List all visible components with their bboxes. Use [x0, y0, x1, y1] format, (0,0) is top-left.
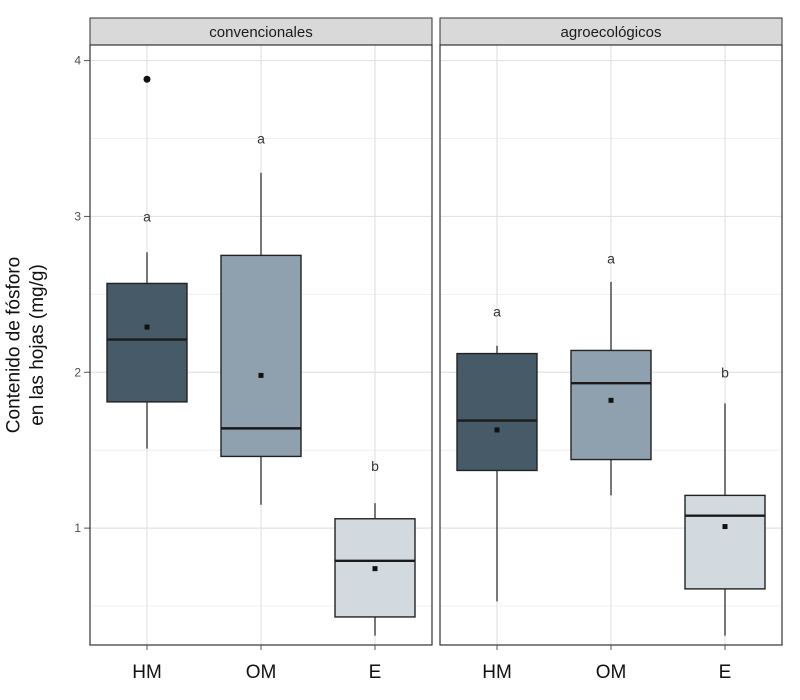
box-e: b [684, 364, 766, 636]
significance-letter: a [257, 131, 265, 147]
facet-strip-label: agroecológicos [561, 24, 662, 41]
box-mean-point [608, 397, 614, 403]
y-axis-label: Contenido de fósforo en las hojas (mg/g) [3, 257, 48, 433]
box-hm: a [456, 303, 538, 602]
facet-strip [89, 17, 433, 46]
box-mean-point [144, 324, 150, 330]
box-mean-point [494, 427, 500, 433]
box-e: b [334, 458, 416, 636]
y-axis-label-line: en las hojas (mg/g) [27, 264, 48, 426]
box-om: a [220, 131, 302, 505]
box-iqr [220, 254, 302, 458]
significance-letter: b [371, 458, 379, 474]
y-tick-label: 1 [74, 521, 81, 535]
y-tick-label: 2 [74, 365, 81, 379]
significance-letter: b [721, 364, 729, 380]
y-axis-label-line: Contenido de fósforo [3, 257, 24, 433]
box-om: a [570, 251, 652, 496]
x-tick-label: HM [482, 662, 512, 683]
box-iqr [570, 349, 652, 461]
x-tick-label: E [719, 662, 732, 683]
box-mean-point [722, 524, 728, 530]
box-mean-point [258, 372, 264, 378]
facet-strip [439, 17, 783, 46]
box-mean-point [372, 566, 378, 572]
significance-letter: a [607, 251, 615, 267]
x-tick-label: E [369, 662, 382, 683]
box-iqr [106, 282, 188, 403]
x-tick-label: OM [596, 662, 627, 683]
x-tick-label: OM [246, 662, 277, 683]
box-iqr [456, 352, 538, 472]
box-outlier-point [143, 75, 151, 83]
significance-letter: a [143, 208, 151, 224]
significance-letter: a [493, 303, 501, 319]
x-tick-label: HM [132, 662, 162, 683]
y-tick-label: 4 [74, 54, 81, 68]
y-tick-label: 3 [74, 209, 81, 223]
box-hm: a [106, 75, 188, 449]
box-iqr [684, 494, 766, 590]
facet-strip-label: convencionales [209, 24, 312, 41]
